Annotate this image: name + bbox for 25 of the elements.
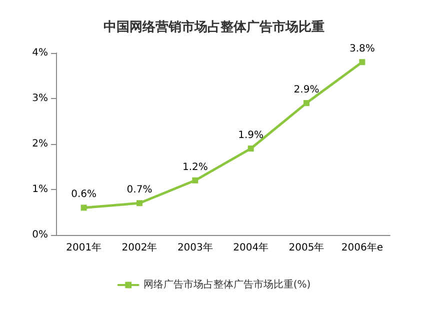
- point: [304, 100, 310, 106]
- point: [80, 204, 87, 211]
- y-tick-label: 0%: [32, 230, 48, 240]
- chart-title: 中国网络营销市场占整体广告市场比重: [104, 19, 324, 35]
- x-tick-label: 2004年: [233, 242, 269, 254]
- point: [192, 177, 198, 184]
- x-tick-label: 2001年: [66, 242, 102, 254]
- legend-label: 网络广告市场占整体广告市场比重(%): [143, 278, 311, 290]
- y-tick-label: 3%: [32, 93, 48, 104]
- y-tick-label: 2%: [32, 138, 48, 150]
- x-tick-label: 2006年e: [341, 242, 383, 254]
- data-label: 3.8%: [349, 44, 375, 55]
- point: [136, 200, 142, 206]
- x-tick-label: 2005年: [288, 242, 324, 254]
- y-tick-label: 4%: [32, 48, 48, 58]
- data-label: 1.2%: [182, 162, 208, 173]
- x-tick-label: 2002年: [122, 242, 158, 254]
- data-label: 2.9%: [294, 84, 320, 96]
- data-label: 0.7%: [126, 184, 152, 196]
- y-tick-label: 1%: [32, 184, 48, 195]
- data-label: 1.9%: [238, 130, 264, 142]
- x-tick-label: 2003年: [177, 242, 213, 254]
- point: [248, 146, 254, 152]
- data-label: 0.6%: [71, 189, 97, 200]
- point: [359, 59, 366, 66]
